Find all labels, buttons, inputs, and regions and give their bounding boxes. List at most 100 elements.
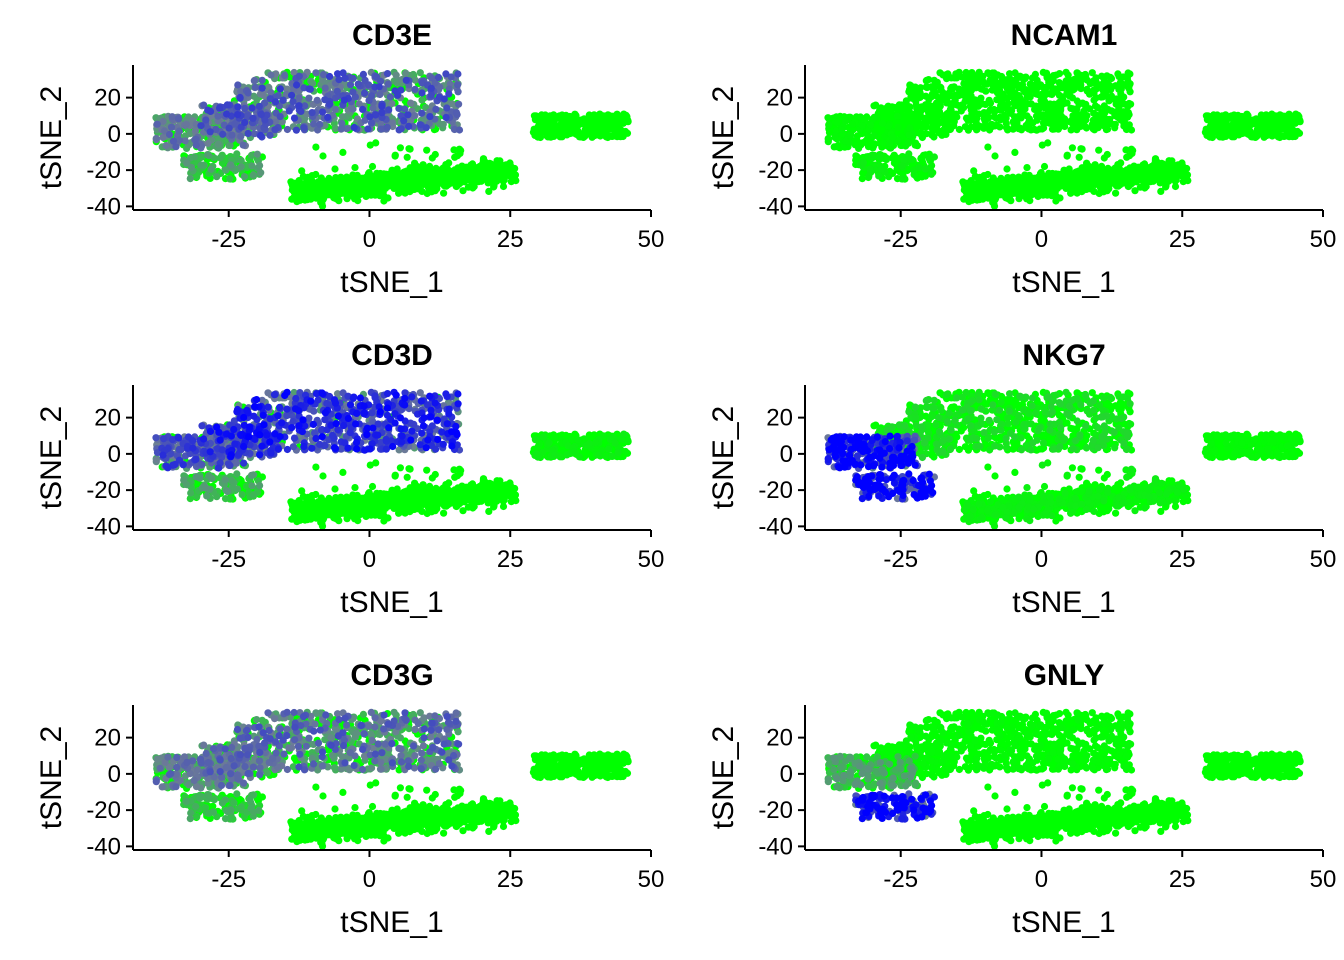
cell-point xyxy=(213,173,221,181)
cell-point xyxy=(152,134,160,143)
cell-point xyxy=(1243,110,1251,118)
cell-point xyxy=(866,121,875,129)
cell-point xyxy=(1050,102,1058,110)
cell-point xyxy=(917,154,926,162)
cell-point xyxy=(295,94,303,102)
cell-point xyxy=(950,83,958,91)
cell-point xyxy=(1102,87,1110,95)
cell-point xyxy=(981,112,989,121)
cell-point xyxy=(331,105,339,113)
cell-point xyxy=(907,82,915,90)
cell-point xyxy=(223,110,231,118)
cell-point xyxy=(1040,162,1049,171)
cell-point xyxy=(372,73,381,81)
cell-point xyxy=(408,169,416,177)
cell-point xyxy=(984,170,992,179)
cell-point xyxy=(303,195,311,203)
cell-point xyxy=(355,186,363,194)
cell-point xyxy=(420,180,428,188)
cell-point xyxy=(395,104,403,112)
cell-point xyxy=(604,133,612,142)
y-tick-label: 20 xyxy=(94,85,121,112)
cell-point xyxy=(1006,70,1014,78)
cell-point xyxy=(202,116,210,124)
cell-point xyxy=(1095,146,1103,154)
cell-point xyxy=(434,73,442,81)
cell-point xyxy=(383,70,392,78)
cell-point xyxy=(1080,73,1088,81)
cell-point xyxy=(386,93,394,101)
cell-point xyxy=(413,176,421,184)
cell-point xyxy=(1120,93,1128,101)
cell-point xyxy=(936,83,944,91)
cell-point xyxy=(258,84,266,92)
cell-point xyxy=(366,113,374,121)
cell-point xyxy=(349,105,357,113)
cell-point xyxy=(918,129,926,137)
cell-point xyxy=(1011,89,1019,97)
cell-point xyxy=(183,159,191,167)
cell-point xyxy=(340,96,348,104)
cell-point xyxy=(1111,124,1119,132)
cell-point xyxy=(1128,179,1136,187)
cell-point xyxy=(1122,125,1131,134)
cell-point xyxy=(405,145,413,153)
cell-point xyxy=(338,113,347,121)
cell-point xyxy=(402,76,410,84)
cell-point xyxy=(377,125,385,133)
cell-point xyxy=(968,189,976,198)
cell-point xyxy=(227,161,235,169)
cell-point xyxy=(886,139,894,147)
cell-point xyxy=(283,125,291,134)
cell-point xyxy=(927,170,936,178)
cell-point xyxy=(890,151,898,159)
cell-point xyxy=(1000,111,1009,119)
cell-point xyxy=(331,165,339,173)
cell-point xyxy=(1055,176,1064,184)
cell-point xyxy=(241,104,249,112)
cell-point xyxy=(276,113,284,121)
cell-point xyxy=(970,167,978,175)
cell-point xyxy=(1230,116,1238,124)
cell-point xyxy=(938,95,946,103)
cell-point xyxy=(913,142,922,150)
cell-point xyxy=(1235,131,1243,139)
cell-point xyxy=(237,163,245,171)
cell-point xyxy=(1065,165,1073,173)
cell-point xyxy=(1112,189,1120,197)
cell-point xyxy=(248,104,256,112)
cell-point xyxy=(969,76,977,85)
cell-point xyxy=(168,113,176,121)
y-tick-label: -40 xyxy=(86,193,121,220)
cell-point xyxy=(402,69,410,77)
cell-point xyxy=(367,119,376,127)
cell-point xyxy=(302,178,310,186)
cell-point xyxy=(868,152,876,160)
scatter-points xyxy=(152,68,632,210)
cell-point xyxy=(234,81,242,89)
cell-point xyxy=(838,126,846,134)
cell-point xyxy=(445,159,453,167)
cell-point xyxy=(442,70,450,78)
cell-point xyxy=(237,156,245,165)
cell-point xyxy=(938,131,946,139)
cell-point xyxy=(326,189,334,197)
cell-point xyxy=(279,96,287,104)
x-tick-label: 25 xyxy=(1169,226,1196,253)
cell-point xyxy=(428,74,436,82)
cell-point xyxy=(558,116,566,124)
cell-point xyxy=(223,101,231,109)
cell-point xyxy=(1108,83,1116,91)
cell-point xyxy=(343,195,351,203)
cell-point xyxy=(930,133,938,141)
cell-point xyxy=(485,171,493,179)
cell-point xyxy=(1082,100,1090,108)
cell-point xyxy=(858,122,867,130)
cell-point xyxy=(364,125,372,133)
cell-point xyxy=(953,74,961,82)
cell-point xyxy=(418,96,426,104)
cell-point xyxy=(289,183,297,191)
cell-point xyxy=(410,112,418,120)
cell-point xyxy=(989,185,997,194)
cell-point xyxy=(407,99,415,107)
